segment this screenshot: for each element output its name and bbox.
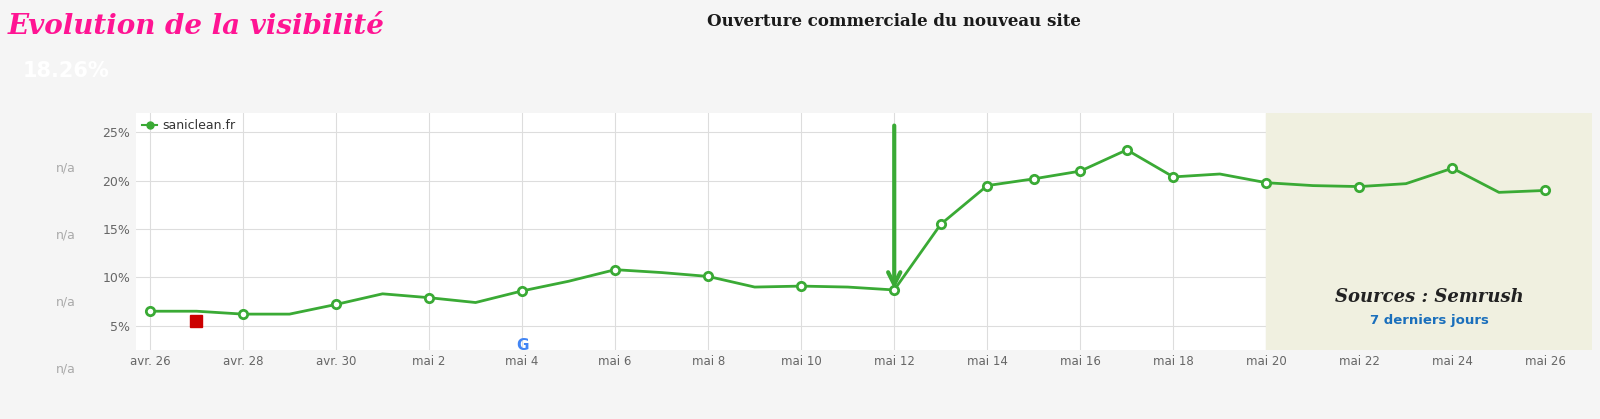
Legend: saniclean.fr: saniclean.fr (142, 119, 235, 132)
Text: n/a: n/a (56, 228, 75, 241)
Text: n/a: n/a (56, 295, 75, 308)
Text: n/a: n/a (56, 362, 75, 375)
Text: G: G (515, 338, 528, 352)
Text: 18.26%: 18.26% (22, 61, 109, 81)
Text: n/a: n/a (56, 161, 75, 174)
Text: Ouverture commerciale du nouveau site: Ouverture commerciale du nouveau site (707, 13, 1082, 30)
Text: 7 derniers jours: 7 derniers jours (1370, 314, 1488, 327)
Bar (1266, 113, 1592, 350)
Text: Evolution de la visibilité: Evolution de la visibilité (8, 13, 386, 39)
Text: Sources : Semrush: Sources : Semrush (1334, 288, 1523, 306)
